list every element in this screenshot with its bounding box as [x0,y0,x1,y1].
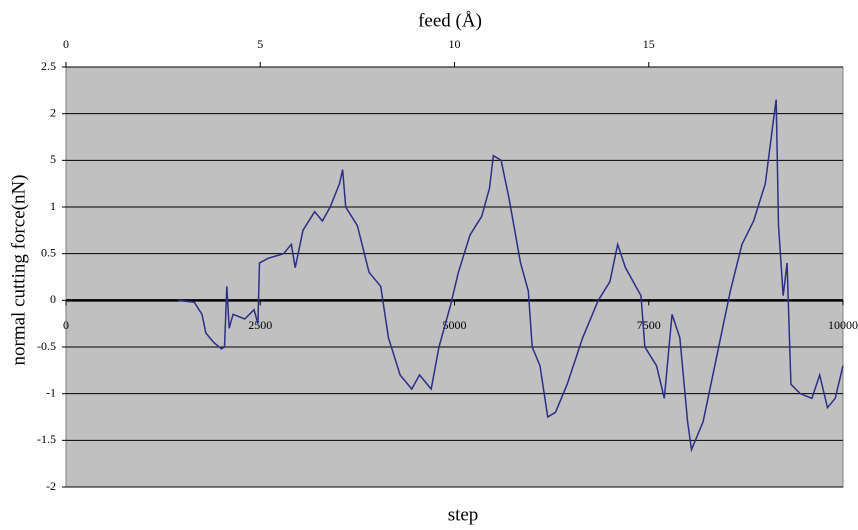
y-tick-label: -2 [46,479,56,493]
y-tick-label: 2.5 [41,59,56,73]
x-tick-label: 0 [63,318,69,332]
y-tick-label: 0 [50,292,56,306]
x-tick-label: 7500 [637,318,661,332]
x-tick-label: 5000 [443,318,467,332]
top-axis-title: feed (Å) [418,10,482,31]
plot-area [65,66,844,488]
x2-tick-label: 0 [63,37,69,51]
y-tick-label: 5 [50,152,56,166]
y-tick-label: 1 [50,199,56,213]
y-tick-label: 2 [50,105,56,119]
x2-tick-label: 5 [257,37,263,51]
data-line [177,99,844,453]
x2-tick-label: 15 [643,37,655,51]
y-tick-label: -1.5 [37,432,56,446]
y-tick-label: -1 [46,385,56,399]
y-tick-label: -0.5 [37,339,56,353]
x-tick-label: 10000 [828,318,858,332]
x2-tick-label: 10 [449,37,461,51]
y-axis-title: normal cutting force(nN) [8,175,29,366]
y-tick-label: 0.5 [41,245,56,259]
x-tick-label: 2500 [248,318,272,332]
x-axis-title: step [448,504,479,525]
